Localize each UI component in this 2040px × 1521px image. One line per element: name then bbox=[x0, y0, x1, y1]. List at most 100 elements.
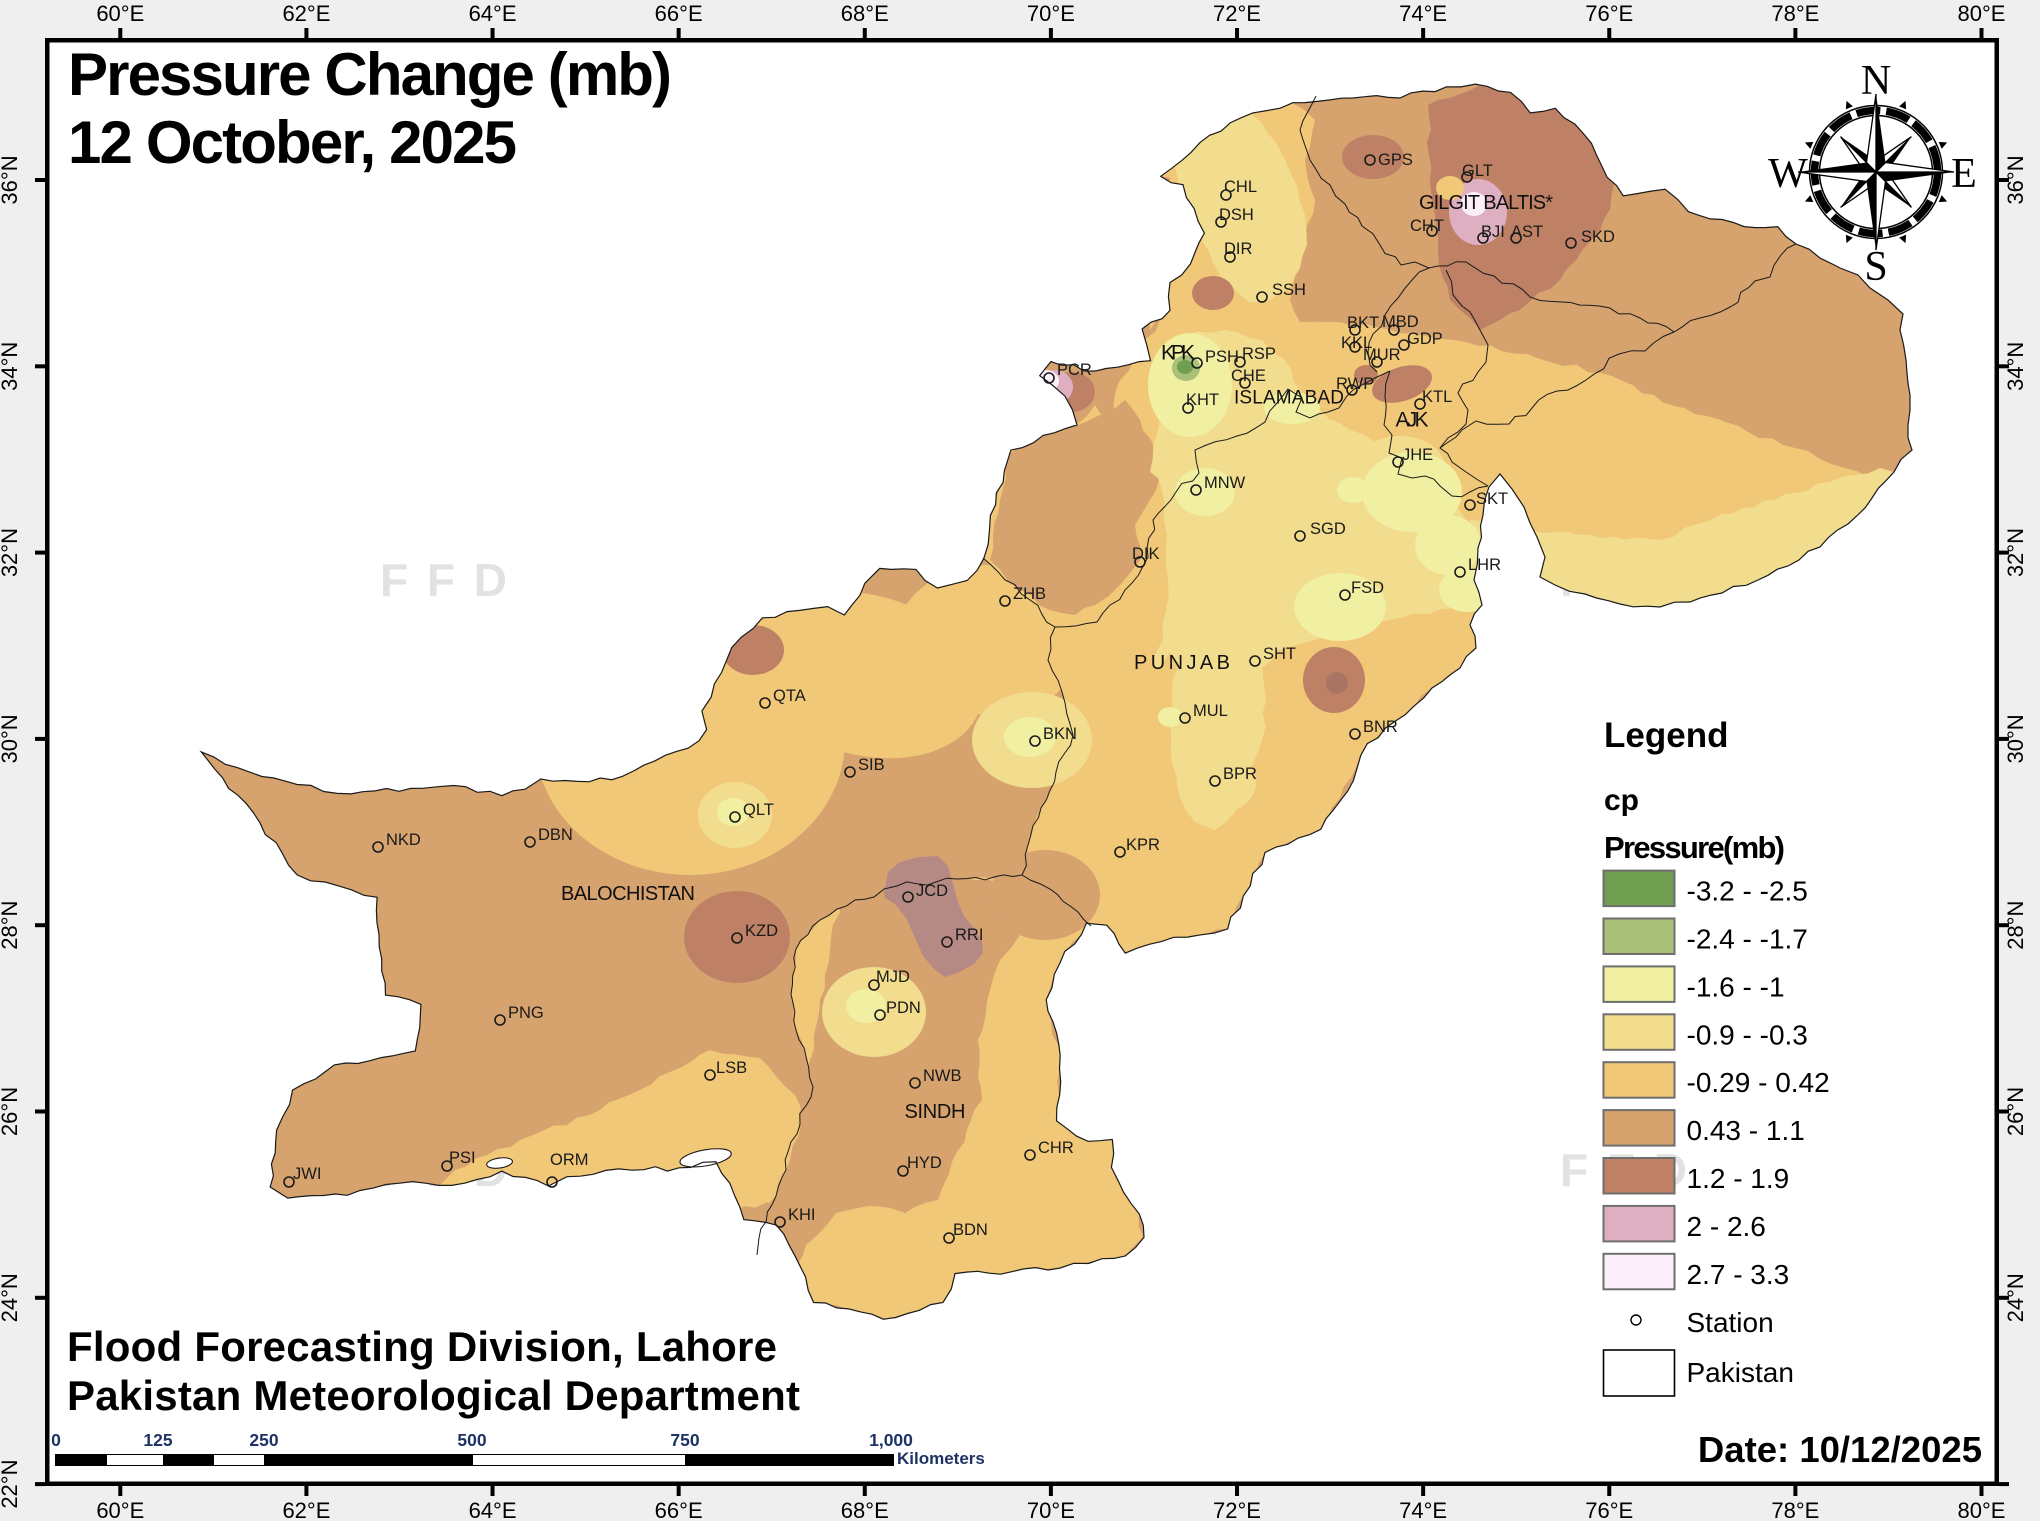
svg-text:PNG: PNG bbox=[508, 1004, 544, 1022]
svg-text:26°N: 26°N bbox=[0, 1087, 22, 1136]
svg-text:Flood Forecasting Division, La: Flood Forecasting Division, Lahore bbox=[67, 1323, 777, 1370]
svg-text:76°E: 76°E bbox=[1585, 1, 1633, 26]
svg-text:1.2 - 1.9: 1.2 - 1.9 bbox=[1687, 1163, 1790, 1194]
svg-text:ZHB: ZHB bbox=[1013, 585, 1046, 603]
svg-text:KHI: KHI bbox=[788, 1206, 816, 1224]
svg-text:CHE: CHE bbox=[1231, 367, 1266, 385]
svg-text:1,000: 1,000 bbox=[869, 1430, 913, 1450]
svg-text:F F D: F F D bbox=[380, 554, 510, 606]
svg-text:E: E bbox=[1951, 151, 1977, 197]
svg-text:MBD: MBD bbox=[1382, 313, 1419, 331]
svg-text:KKL: KKL bbox=[1341, 334, 1372, 352]
svg-text:BKN: BKN bbox=[1043, 725, 1077, 743]
svg-text:GDP: GDP bbox=[1407, 330, 1443, 348]
svg-text:78°E: 78°E bbox=[1771, 1498, 1819, 1521]
svg-text:Date: 10/12/2025: Date: 10/12/2025 bbox=[1698, 1429, 1982, 1470]
svg-text:AJK: AJK bbox=[1396, 408, 1429, 431]
svg-text:Kilometers: Kilometers bbox=[897, 1449, 985, 1468]
svg-text:SKD: SKD bbox=[1581, 228, 1615, 246]
svg-text:PCR: PCR bbox=[1057, 361, 1092, 379]
svg-text:RSP: RSP bbox=[1242, 345, 1276, 363]
svg-text:28°N: 28°N bbox=[2003, 901, 2028, 950]
svg-text:32°N: 32°N bbox=[2003, 528, 2028, 577]
svg-text:12 October, 2025: 12 October, 2025 bbox=[68, 109, 517, 176]
svg-text:125: 125 bbox=[143, 1430, 172, 1450]
svg-text:QLT: QLT bbox=[743, 801, 774, 819]
svg-text:26°N: 26°N bbox=[2003, 1087, 2028, 1136]
svg-text:-1.6 - -1: -1.6 - -1 bbox=[1687, 971, 1785, 1002]
svg-text:KTL: KTL bbox=[1422, 388, 1452, 406]
svg-text:KPR: KPR bbox=[1126, 836, 1160, 854]
svg-text:DBN: DBN bbox=[538, 826, 573, 844]
svg-text:NKD: NKD bbox=[386, 831, 421, 849]
svg-text:36°N: 36°N bbox=[0, 155, 22, 204]
svg-text:BKT: BKT bbox=[1347, 314, 1379, 332]
svg-text:CHL: CHL bbox=[1224, 178, 1257, 196]
svg-text:PSH: PSH bbox=[1205, 348, 1239, 366]
svg-text:Legend: Legend bbox=[1604, 716, 1728, 755]
svg-text:78°E: 78°E bbox=[1771, 1, 1819, 26]
svg-text:QTA: QTA bbox=[773, 687, 806, 705]
svg-text:500: 500 bbox=[457, 1430, 486, 1450]
svg-text:68°E: 68°E bbox=[841, 1, 889, 26]
svg-text:RRI: RRI bbox=[955, 926, 983, 944]
svg-text:W: W bbox=[1768, 151, 1808, 197]
svg-text:750: 750 bbox=[670, 1430, 699, 1450]
svg-text:60°E: 60°E bbox=[96, 1, 144, 26]
svg-text:PSI: PSI bbox=[449, 1149, 476, 1167]
svg-text:CHT: CHT bbox=[1410, 217, 1444, 235]
svg-text:34°N: 34°N bbox=[0, 342, 22, 391]
svg-text:GPS: GPS bbox=[1378, 151, 1413, 169]
svg-text:Pressure(mb): Pressure(mb) bbox=[1604, 830, 1785, 865]
svg-text:64°E: 64°E bbox=[469, 1, 517, 26]
svg-text:70°E: 70°E bbox=[1027, 1, 1075, 26]
svg-text:76°E: 76°E bbox=[1585, 1498, 1633, 1521]
svg-text:34°N: 34°N bbox=[2003, 342, 2028, 391]
svg-text:S: S bbox=[1864, 244, 1887, 290]
svg-text:2 - 2.6: 2 - 2.6 bbox=[1687, 1211, 1766, 1242]
svg-text:-2.4 - -1.7: -2.4 - -1.7 bbox=[1687, 924, 1808, 955]
svg-text:64°E: 64°E bbox=[469, 1498, 517, 1521]
svg-text:Pakistan Meteorological Depart: Pakistan Meteorological Department bbox=[67, 1372, 800, 1419]
svg-text:0: 0 bbox=[51, 1430, 61, 1450]
svg-text:LSB: LSB bbox=[716, 1059, 747, 1077]
svg-text:32°N: 32°N bbox=[0, 528, 22, 577]
svg-text:74°E: 74°E bbox=[1399, 1498, 1447, 1521]
svg-text:MNW: MNW bbox=[1204, 474, 1246, 492]
svg-text:60°E: 60°E bbox=[96, 1498, 144, 1521]
svg-text:ISLAMABAD: ISLAMABAD bbox=[1234, 388, 1344, 409]
svg-text:30°N: 30°N bbox=[0, 714, 22, 763]
svg-text:DIR: DIR bbox=[1224, 240, 1253, 258]
svg-text:BJI: BJI bbox=[1481, 223, 1505, 241]
svg-text:Station: Station bbox=[1687, 1307, 1774, 1338]
svg-text:24°N: 24°N bbox=[2003, 1273, 2028, 1322]
svg-text:66°E: 66°E bbox=[655, 1498, 703, 1521]
svg-text:68°E: 68°E bbox=[841, 1498, 889, 1521]
svg-text:DIK: DIK bbox=[1132, 545, 1160, 563]
svg-text:36°N: 36°N bbox=[2003, 155, 2028, 204]
svg-text:SSH: SSH bbox=[1272, 281, 1306, 299]
svg-text:SINDH: SINDH bbox=[905, 1101, 966, 1123]
svg-text:BDN: BDN bbox=[953, 1221, 988, 1239]
svg-text:0.43 - 1.1: 0.43 - 1.1 bbox=[1687, 1115, 1805, 1146]
svg-text:AST: AST bbox=[1511, 223, 1543, 241]
svg-text:JCD: JCD bbox=[916, 882, 948, 900]
svg-text:SHT: SHT bbox=[1263, 645, 1296, 663]
svg-text:2.7 - 3.3: 2.7 - 3.3 bbox=[1687, 1259, 1790, 1290]
svg-text:LHR: LHR bbox=[1468, 556, 1501, 574]
svg-text:RWP: RWP bbox=[1336, 375, 1374, 393]
svg-text:72°E: 72°E bbox=[1213, 1, 1261, 26]
svg-text:70°E: 70°E bbox=[1027, 1498, 1075, 1521]
svg-text:72°E: 72°E bbox=[1213, 1498, 1261, 1521]
svg-text:JHE: JHE bbox=[1402, 446, 1433, 464]
svg-text:-0.9 - -0.3: -0.9 - -0.3 bbox=[1687, 1019, 1808, 1050]
svg-text:22°N: 22°N bbox=[0, 1460, 22, 1509]
svg-text:N: N bbox=[1861, 58, 1891, 104]
svg-text:PDN: PDN bbox=[886, 999, 921, 1017]
svg-text:BALOCHISTAN: BALOCHISTAN bbox=[561, 883, 695, 905]
svg-text:SGD: SGD bbox=[1310, 520, 1346, 538]
svg-text:80°E: 80°E bbox=[1958, 1, 2006, 26]
svg-text:30°N: 30°N bbox=[2003, 714, 2028, 763]
svg-text:KPK: KPK bbox=[1161, 341, 1195, 364]
svg-text:HYD: HYD bbox=[907, 1154, 942, 1172]
